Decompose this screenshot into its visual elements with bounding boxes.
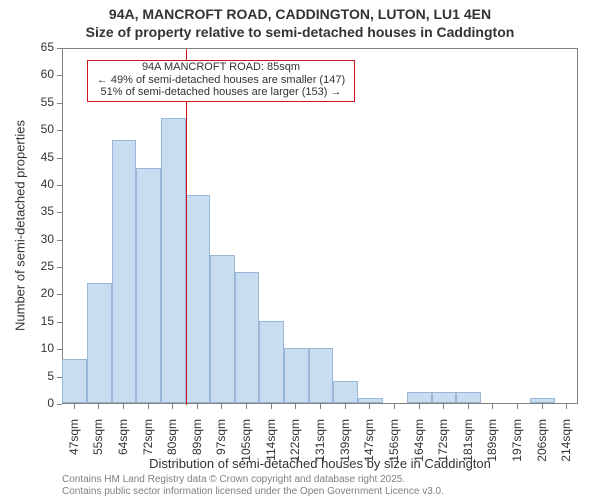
y-tick-label: 5 bbox=[24, 369, 54, 383]
x-tick-mark bbox=[221, 404, 222, 409]
x-tick-mark bbox=[172, 404, 173, 409]
y-tick-label: 40 bbox=[24, 177, 54, 191]
histogram-bar bbox=[284, 348, 309, 403]
x-tick-label: 105sqm bbox=[239, 419, 253, 479]
x-tick-mark bbox=[369, 404, 370, 409]
x-tick-label: 197sqm bbox=[510, 419, 524, 479]
y-tick-mark bbox=[57, 294, 62, 295]
x-tick-mark bbox=[148, 404, 149, 409]
histogram-bar bbox=[358, 398, 383, 403]
x-tick-label: 72sqm bbox=[141, 419, 155, 479]
x-tick-mark bbox=[419, 404, 420, 409]
y-tick-mark bbox=[57, 130, 62, 131]
x-tick-mark bbox=[98, 404, 99, 409]
y-tick-mark bbox=[57, 158, 62, 159]
y-tick-mark bbox=[57, 75, 62, 76]
x-tick-label: 89sqm bbox=[190, 419, 204, 479]
x-tick-mark bbox=[74, 404, 75, 409]
histogram-bar bbox=[210, 255, 235, 403]
histogram-bar bbox=[62, 359, 87, 403]
x-tick-label: 214sqm bbox=[559, 419, 573, 479]
x-tick-label: 64sqm bbox=[116, 419, 130, 479]
histogram-bar bbox=[530, 398, 555, 403]
x-tick-label: 172sqm bbox=[436, 419, 450, 479]
x-tick-label: 55sqm bbox=[91, 419, 105, 479]
annotation-line: 51% of semi-detached houses are larger (… bbox=[88, 86, 354, 99]
x-tick-label: 156sqm bbox=[387, 419, 401, 479]
x-tick-label: 80sqm bbox=[165, 419, 179, 479]
x-tick-mark bbox=[246, 404, 247, 409]
y-tick-mark bbox=[57, 404, 62, 405]
x-tick-label: 189sqm bbox=[485, 419, 499, 479]
histogram-bar bbox=[112, 140, 137, 403]
x-tick-label: 147sqm bbox=[362, 419, 376, 479]
x-tick-label: 131sqm bbox=[313, 419, 327, 479]
y-tick-mark bbox=[57, 185, 62, 186]
x-tick-mark bbox=[345, 404, 346, 409]
y-tick-label: 30 bbox=[24, 232, 54, 246]
y-tick-mark bbox=[57, 48, 62, 49]
histogram-bar bbox=[259, 321, 284, 403]
annotation-line: ← 49% of semi-detached houses are smalle… bbox=[88, 74, 354, 87]
y-tick-label: 60 bbox=[24, 67, 54, 81]
x-tick-label: 164sqm bbox=[412, 419, 426, 479]
x-tick-mark bbox=[566, 404, 567, 409]
y-tick-mark bbox=[57, 212, 62, 213]
y-tick-mark bbox=[57, 322, 62, 323]
y-tick-label: 35 bbox=[24, 204, 54, 218]
y-tick-label: 55 bbox=[24, 95, 54, 109]
x-tick-label: 181sqm bbox=[461, 419, 475, 479]
y-tick-mark bbox=[57, 103, 62, 104]
x-tick-label: 97sqm bbox=[214, 419, 228, 479]
x-tick-label: 139sqm bbox=[338, 419, 352, 479]
y-tick-mark bbox=[57, 377, 62, 378]
x-tick-mark bbox=[123, 404, 124, 409]
x-tick-mark bbox=[271, 404, 272, 409]
histogram-bar bbox=[309, 348, 334, 403]
x-tick-mark bbox=[295, 404, 296, 409]
histogram-bar bbox=[186, 195, 211, 403]
y-tick-label: 0 bbox=[24, 396, 54, 410]
histogram-bar bbox=[136, 168, 161, 404]
x-tick-label: 114sqm bbox=[264, 419, 278, 479]
y-tick-label: 25 bbox=[24, 259, 54, 273]
histogram-bar bbox=[407, 392, 432, 403]
plot-area: 94A MANCROFT ROAD: 85sqm← 49% of semi-de… bbox=[62, 48, 578, 404]
histogram-bar bbox=[333, 381, 358, 403]
attribution-line2: Contains public sector information licen… bbox=[62, 486, 444, 498]
chart-title-line1: 94A, MANCROFT ROAD, CADDINGTON, LUTON, L… bbox=[0, 6, 600, 22]
property-marker-line bbox=[186, 49, 187, 405]
x-tick-mark bbox=[320, 404, 321, 409]
x-tick-mark bbox=[197, 404, 198, 409]
chart-container: 94A, MANCROFT ROAD, CADDINGTON, LUTON, L… bbox=[0, 0, 600, 500]
y-tick-mark bbox=[57, 240, 62, 241]
y-tick-label: 20 bbox=[24, 286, 54, 300]
x-tick-mark bbox=[542, 404, 543, 409]
y-tick-mark bbox=[57, 267, 62, 268]
histogram-bar bbox=[87, 283, 112, 403]
x-tick-mark bbox=[517, 404, 518, 409]
x-tick-mark bbox=[468, 404, 469, 409]
x-tick-mark bbox=[394, 404, 395, 409]
annotation-box: 94A MANCROFT ROAD: 85sqm← 49% of semi-de… bbox=[87, 60, 355, 102]
y-tick-label: 50 bbox=[24, 122, 54, 136]
y-tick-label: 10 bbox=[24, 341, 54, 355]
x-tick-label: 122sqm bbox=[288, 419, 302, 479]
histogram-bar bbox=[161, 118, 186, 403]
y-tick-label: 15 bbox=[24, 314, 54, 328]
histogram-bar bbox=[456, 392, 481, 403]
annotation-line: 94A MANCROFT ROAD: 85sqm bbox=[88, 61, 354, 74]
histogram-bar bbox=[235, 272, 260, 403]
x-tick-mark bbox=[443, 404, 444, 409]
x-tick-label: 206sqm bbox=[535, 419, 549, 479]
y-tick-label: 45 bbox=[24, 150, 54, 164]
x-tick-label: 47sqm bbox=[67, 419, 81, 479]
y-tick-label: 65 bbox=[24, 40, 54, 54]
histogram-bar bbox=[432, 392, 457, 403]
y-tick-mark bbox=[57, 349, 62, 350]
chart-title-line2: Size of property relative to semi-detach… bbox=[0, 24, 600, 40]
x-tick-mark bbox=[492, 404, 493, 409]
